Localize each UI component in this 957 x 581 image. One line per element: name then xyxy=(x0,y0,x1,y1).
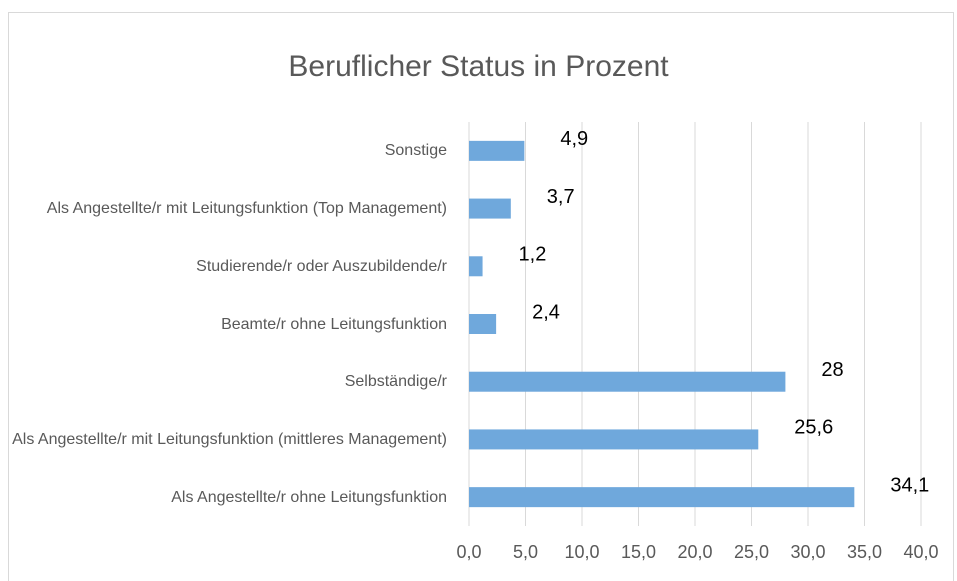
y-tick-text: Als Angestellte/r mit Leitungsfunktion (… xyxy=(46,200,447,218)
x-tick-label: 30,0 xyxy=(790,542,825,562)
bar xyxy=(469,487,855,508)
bar xyxy=(469,198,511,219)
x-tick-label: 35,0 xyxy=(847,542,882,562)
y-tick-text: Als Angestellte/r mit Leitungsfunktion (… xyxy=(12,430,447,448)
y-tick-label: Selbständige/r xyxy=(7,371,447,392)
x-tick-label: 10,0 xyxy=(564,542,599,562)
y-tick-text: Beamte/r ohne Leitungsfunktion xyxy=(221,315,447,333)
x-tick-label: 0,0 xyxy=(456,542,481,562)
data-label: 1,2 xyxy=(519,244,547,266)
bar xyxy=(469,371,786,392)
data-label: 3,7 xyxy=(547,186,575,208)
y-tick-text: Selbständige/r xyxy=(344,373,447,391)
x-tick-label: 20,0 xyxy=(677,542,712,562)
chart-title: Beruflicher Status in Prozent xyxy=(288,50,669,83)
y-tick-label: Als Angestellte/r mit Leitungsfunktion (… xyxy=(7,429,447,450)
bar xyxy=(469,314,497,334)
y-tick-label: Sonstige xyxy=(7,140,447,161)
y-tick-text: Studierende/r oder Auszubildende/r xyxy=(196,257,447,275)
data-label: 34,1 xyxy=(890,474,929,496)
x-tick-label: 15,0 xyxy=(621,542,656,562)
x-tick-label: 40,0 xyxy=(903,542,938,562)
chart-frame xyxy=(8,12,954,581)
y-tick-text: Sonstige xyxy=(384,142,447,160)
y-tick-label: Beamte/r ohne Leitungsfunktion xyxy=(7,314,447,335)
data-label: 4,9 xyxy=(560,128,588,150)
y-tick-label: Als Angestellte/r mit Leitungsfunktion (… xyxy=(7,198,447,219)
bar xyxy=(469,140,525,161)
x-tick-label: 25,0 xyxy=(734,542,769,562)
data-label: 2,4 xyxy=(532,301,560,323)
bar xyxy=(469,429,759,450)
data-label: 28 xyxy=(821,359,843,381)
x-tick-label: 5,0 xyxy=(513,542,538,562)
y-tick-label: Als Angestellte/r ohne Leitungsfunktion xyxy=(7,487,447,508)
y-tick-label: Studierende/r oder Auszubildende/r xyxy=(7,256,447,277)
data-label: 25,6 xyxy=(794,417,833,439)
y-tick-text: Als Angestellte/r ohne Leitungsfunktion xyxy=(171,488,447,506)
bar xyxy=(469,256,483,277)
